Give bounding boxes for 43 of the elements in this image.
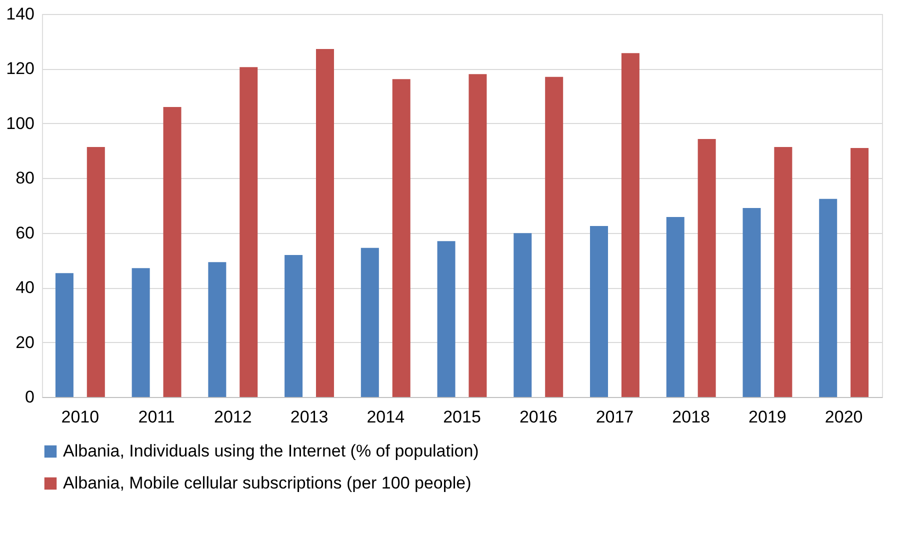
- bar: [590, 226, 608, 397]
- legend-label: Albania, Mobile cellular subscriptions (per 100 people): [63, 474, 472, 492]
- x-tick-label: 2014: [366, 408, 405, 426]
- y-tick-label: 100: [6, 114, 34, 133]
- x-tick-label: 2018: [672, 408, 710, 426]
- y-tick-label: 40: [16, 278, 34, 298]
- bar: [392, 79, 410, 397]
- y-tick-label: 20: [16, 332, 34, 352]
- y-tick-label: 0: [25, 388, 34, 406]
- bar: [437, 241, 456, 397]
- bar: [819, 198, 838, 397]
- x-tick-label: 2020: [824, 408, 863, 426]
- bar: [360, 248, 379, 397]
- x-tick-label: 2015: [443, 408, 481, 426]
- y-tick-label: 140: [6, 4, 34, 24]
- bar: [545, 76, 564, 397]
- x-tick-label: 2011: [138, 408, 175, 426]
- x-tick-label: 2017: [596, 408, 634, 426]
- bar: [621, 53, 640, 397]
- y-tick-label: 80: [16, 168, 34, 188]
- x-tick-label: 2013: [290, 408, 328, 426]
- bar: [742, 208, 761, 397]
- bar: [468, 74, 487, 397]
- bar: [240, 67, 258, 397]
- bar: [514, 233, 532, 397]
- legend-label: Albania, Individuals using the Internet (% of population): [63, 442, 479, 460]
- bar: [666, 216, 684, 397]
- bar: [208, 262, 226, 397]
- bar: [316, 49, 334, 397]
- x-tick-label: 2010: [61, 408, 100, 426]
- y-tick-label: 120: [6, 59, 34, 78]
- x-tick-label: 2012: [214, 408, 252, 426]
- bar: [86, 146, 105, 397]
- bar: [850, 148, 869, 397]
- bar: [698, 139, 716, 397]
- bar: [163, 107, 182, 397]
- y-tick-label: 60: [16, 223, 34, 242]
- bar: [774, 146, 792, 397]
- bar: [55, 273, 74, 397]
- x-tick-label: 2019: [748, 408, 786, 426]
- x-tick-label: 2016: [519, 408, 558, 426]
- bar: [284, 255, 303, 397]
- bar: [132, 268, 150, 397]
